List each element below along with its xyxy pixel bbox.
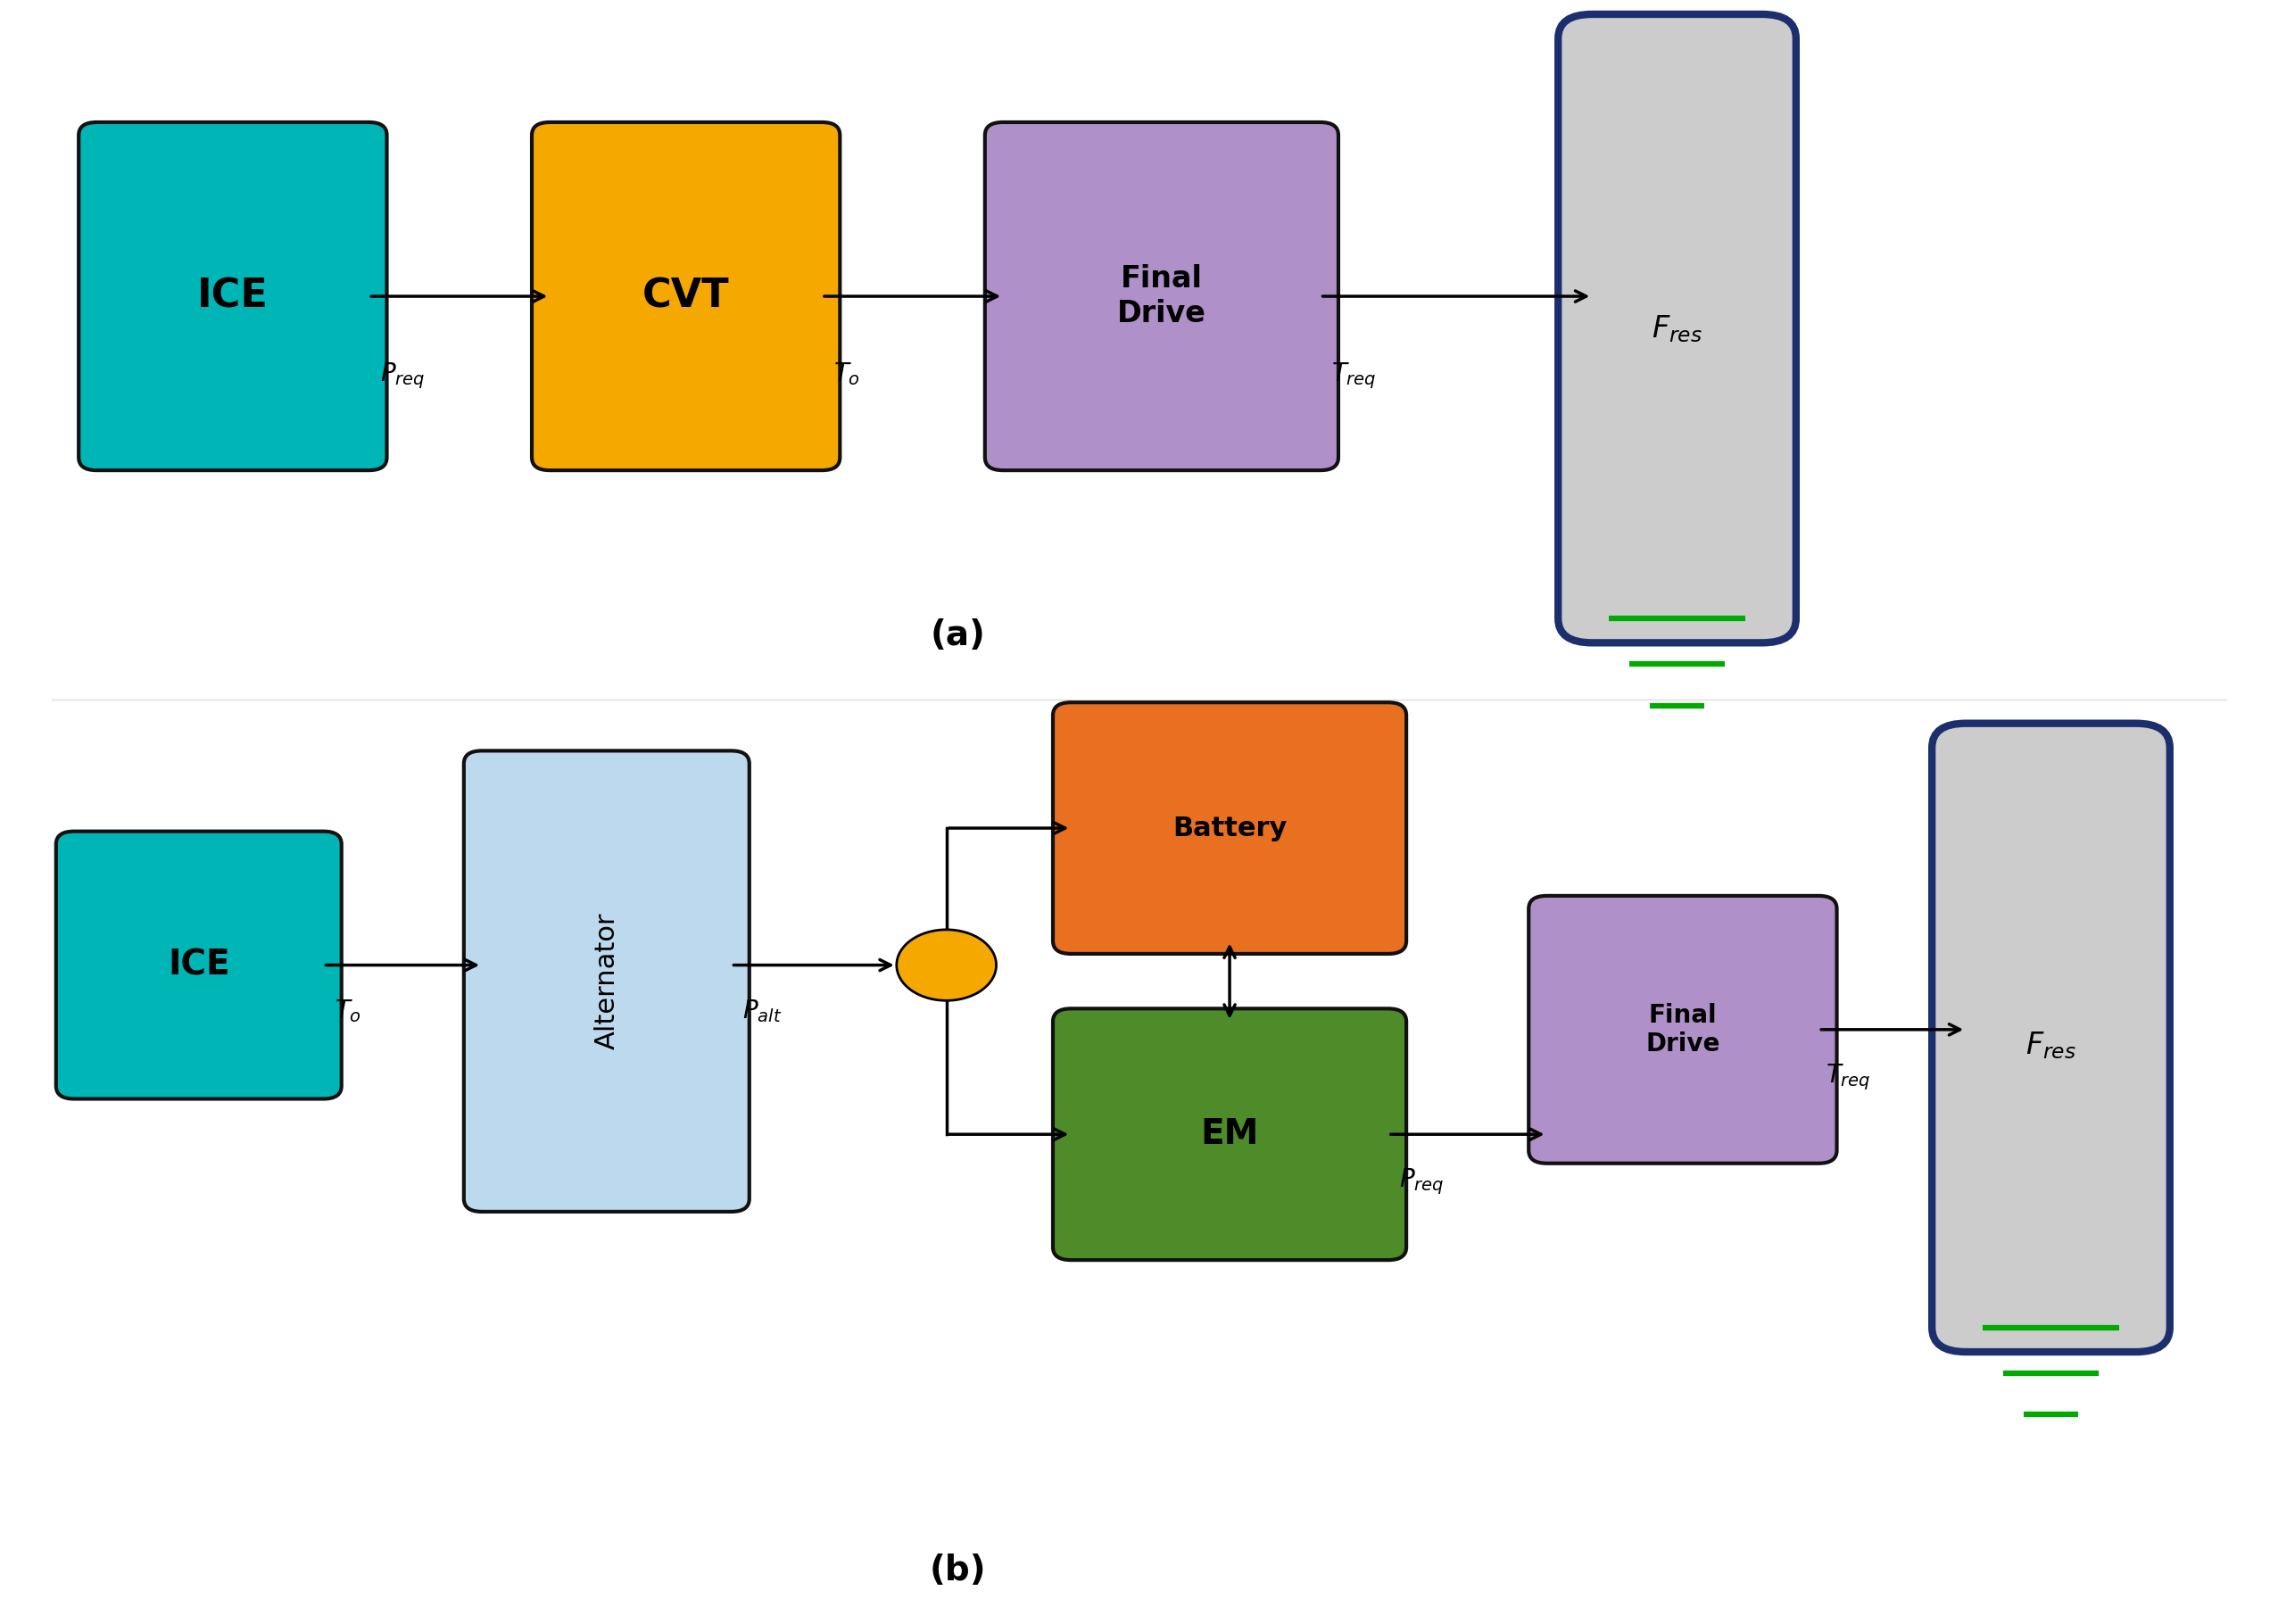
FancyBboxPatch shape bbox=[465, 750, 749, 1212]
Text: ICE: ICE bbox=[169, 948, 230, 983]
Text: CVT: CVT bbox=[642, 278, 729, 315]
FancyBboxPatch shape bbox=[1529, 896, 1836, 1163]
Text: Battery: Battery bbox=[1173, 815, 1287, 841]
Text: EM: EM bbox=[1201, 1117, 1260, 1151]
FancyBboxPatch shape bbox=[531, 122, 841, 471]
Text: Final
Drive: Final Drive bbox=[1645, 1002, 1720, 1057]
Text: (b): (b) bbox=[929, 1553, 986, 1587]
Text: $T_{req}$: $T_{req}$ bbox=[1333, 361, 1376, 391]
Circle shape bbox=[898, 929, 995, 1000]
FancyBboxPatch shape bbox=[1052, 1009, 1406, 1260]
Text: $T_o$: $T_o$ bbox=[335, 997, 362, 1023]
Text: $F_{res}$: $F_{res}$ bbox=[1652, 313, 1702, 344]
Text: Final
Drive: Final Drive bbox=[1116, 265, 1207, 328]
FancyBboxPatch shape bbox=[57, 831, 342, 1099]
Text: (a): (a) bbox=[929, 619, 986, 653]
Text: ICE: ICE bbox=[198, 278, 269, 315]
Text: $T_o$: $T_o$ bbox=[834, 361, 859, 388]
Text: $T_{req}$: $T_{req}$ bbox=[1825, 1062, 1870, 1091]
FancyBboxPatch shape bbox=[1558, 15, 1795, 643]
FancyBboxPatch shape bbox=[1932, 723, 2171, 1351]
FancyBboxPatch shape bbox=[1052, 703, 1406, 953]
FancyBboxPatch shape bbox=[80, 122, 387, 471]
Text: $P_{alt}$: $P_{alt}$ bbox=[743, 997, 781, 1023]
Text: $F_{res}$: $F_{res}$ bbox=[2025, 1030, 2075, 1060]
Text: $P_{req}$: $P_{req}$ bbox=[380, 361, 426, 391]
FancyBboxPatch shape bbox=[984, 122, 1339, 471]
Text: $P_{req}$: $P_{req}$ bbox=[1399, 1166, 1444, 1197]
Text: Alternator: Alternator bbox=[595, 913, 620, 1049]
